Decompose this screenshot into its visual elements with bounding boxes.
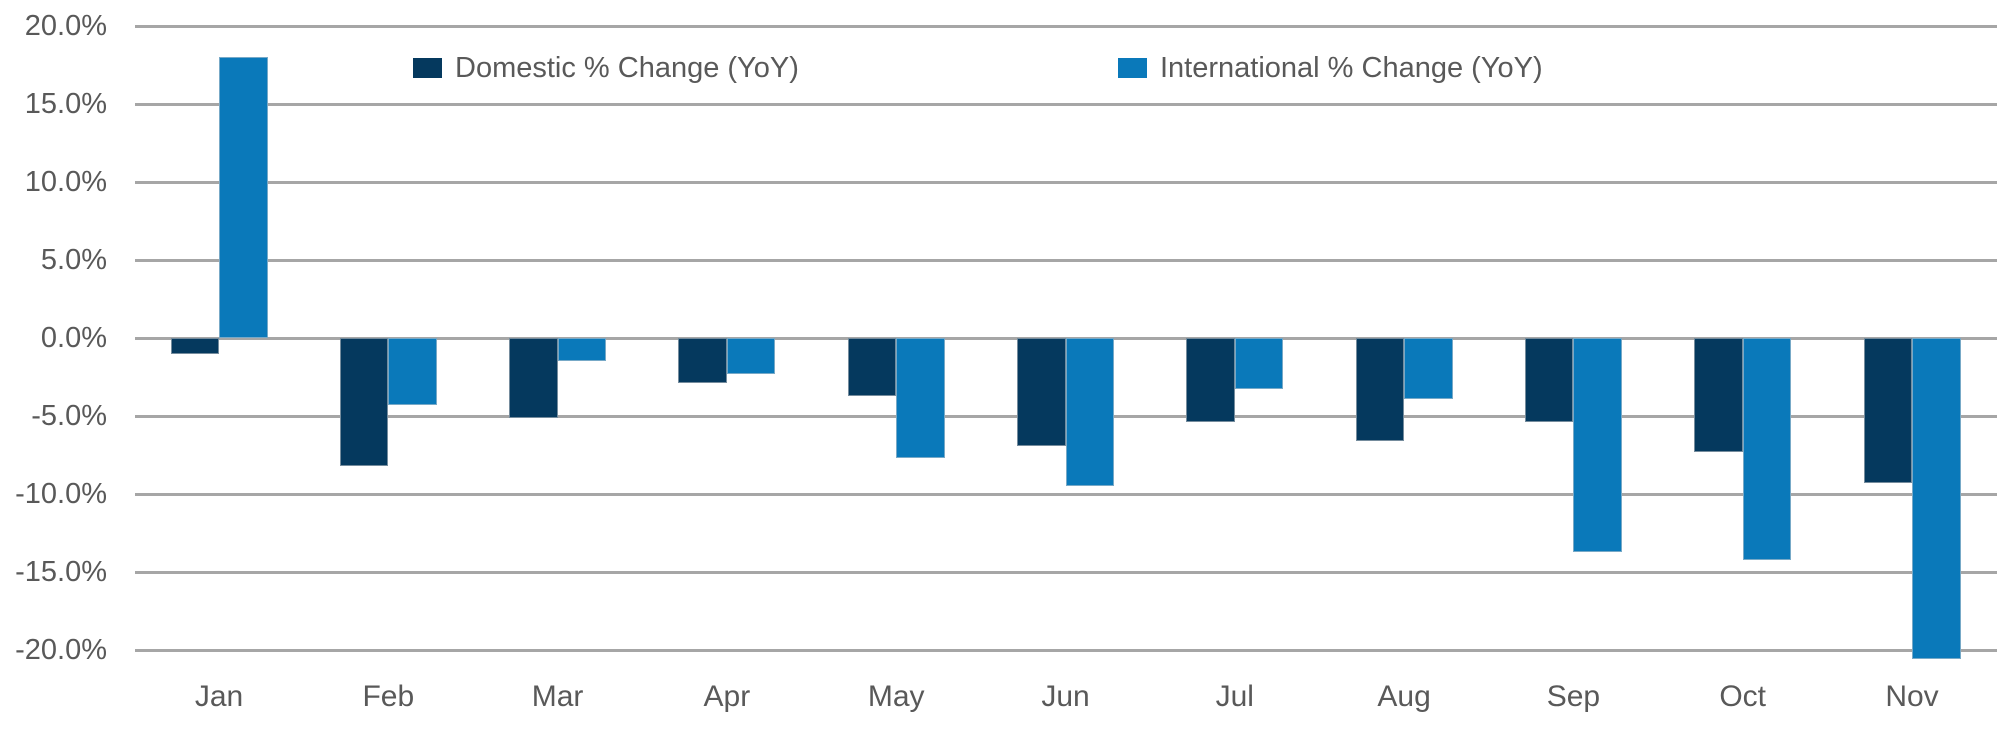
x-tick-label: Apr (703, 680, 751, 713)
x-tick-label: Jan (194, 680, 244, 713)
bar-international-sep (1573, 338, 1622, 552)
y-tick-label: 0.0% (40, 322, 107, 354)
bar-domestic-jun (1017, 338, 1066, 446)
bar-international-mar (557, 338, 607, 362)
bar-domestic-apr (678, 338, 727, 384)
x-tick-label: Aug (1377, 680, 1431, 713)
gridline (135, 180, 1997, 184)
bar-international-oct (1742, 338, 1792, 560)
bar-domestic-jan (170, 338, 219, 354)
x-tick-label: May (867, 680, 925, 713)
y-tick-label: -15.0% (15, 556, 107, 588)
bar-domestic-nov (1863, 338, 1912, 484)
gridline (135, 648, 1997, 652)
bar-international-apr (726, 338, 776, 374)
bar-domestic-sep (1524, 338, 1574, 423)
legend-item-domestic: Domestic % Change (YoY) (413, 50, 799, 86)
y-tick-label: 15.0% (24, 88, 107, 120)
gridline (135, 570, 1997, 574)
legend-label-domestic: Domestic % Change (YoY) (455, 51, 799, 84)
x-tick-label: Feb (362, 680, 415, 713)
bar-domestic-jul (1186, 338, 1235, 423)
gridline (135, 102, 1997, 106)
bar-domestic-feb (339, 338, 389, 466)
legend-label-international: International % Change (YoY) (1160, 51, 1543, 84)
bar-international-may (896, 338, 945, 459)
x-tick-label: Mar (531, 680, 584, 713)
bar-international-feb (388, 338, 437, 406)
y-tick-label: -20.0% (15, 634, 107, 666)
legend-swatch-domestic-icon (413, 58, 442, 78)
y-tick-label: 20.0% (24, 10, 107, 42)
bar-international-nov (1912, 338, 1961, 660)
x-tick-label: Nov (1885, 680, 1939, 713)
x-tick-label: Sep (1546, 680, 1601, 713)
legend-swatch-international-icon (1118, 58, 1147, 78)
y-tick-label: -5.0% (31, 400, 107, 432)
bar-domestic-oct (1694, 338, 1743, 452)
bar-international-jan (219, 57, 268, 338)
gridline (135, 258, 1997, 262)
x-tick-label: Oct (1719, 680, 1767, 713)
y-tick-label: 10.0% (24, 166, 107, 198)
bar-domestic-aug (1355, 338, 1405, 441)
legend-item-international: International % Change (YoY) (1118, 50, 1543, 86)
bar-domestic-may (847, 338, 897, 396)
x-tick-label: Jul (1215, 680, 1254, 713)
x-tick-label: Jun (1041, 680, 1090, 713)
gridline (135, 24, 1997, 28)
bar-international-jul (1234, 338, 1284, 390)
y-tick-label: -10.0% (15, 478, 107, 510)
gridline (135, 492, 1997, 496)
bar-domestic-mar (509, 338, 558, 418)
bar-international-jun (1065, 338, 1114, 487)
bar-international-aug (1404, 338, 1453, 399)
y-tick-label: 5.0% (40, 244, 107, 276)
